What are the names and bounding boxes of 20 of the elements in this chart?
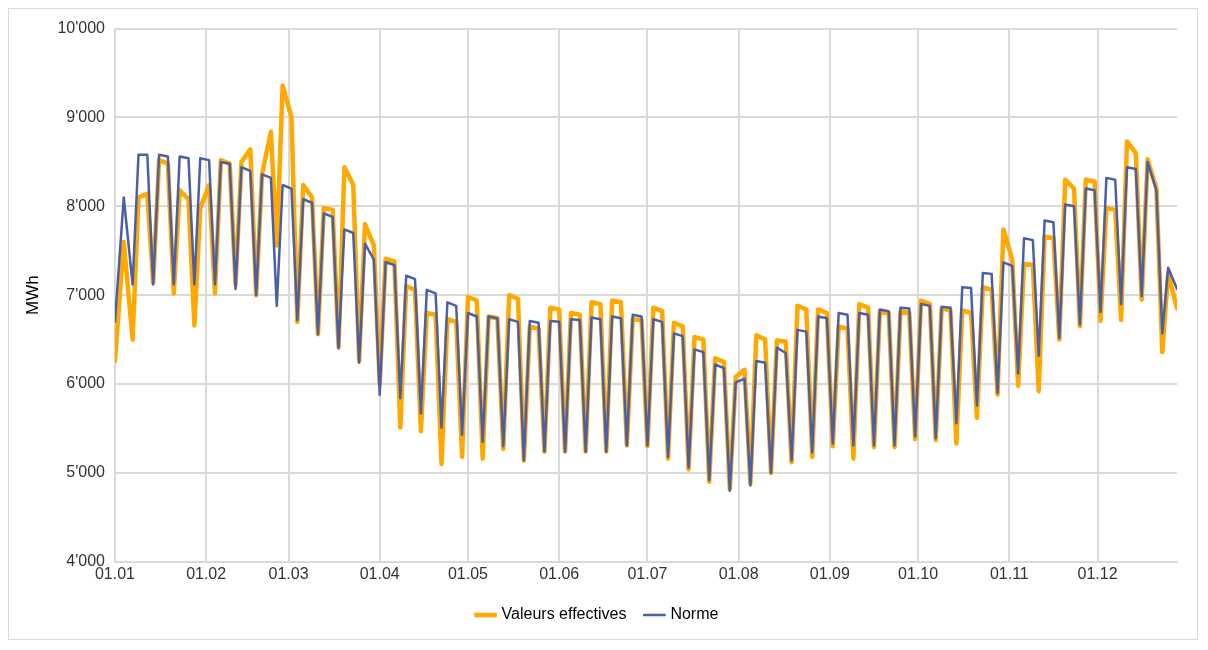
y-axis-title: MWh	[22, 275, 42, 316]
x-tick-label: 01.12	[1077, 564, 1118, 582]
x-tick-label: 01.08	[718, 564, 759, 582]
y-tick-label: 9'000	[66, 107, 106, 125]
x-tick-label: 01.03	[268, 564, 309, 582]
y-tick-label: 7'000	[66, 285, 106, 303]
legend-label: Valeurs effectives	[501, 605, 627, 623]
y-tick-label: 8'000	[66, 196, 106, 214]
x-tick-label: 01.02	[186, 564, 227, 582]
x-tick-label: 01.09	[809, 564, 850, 582]
y-tick-label: 5'000	[66, 463, 106, 481]
x-tick-label: 01.06	[539, 564, 580, 582]
x-tick-label: 01.04	[359, 564, 400, 582]
legend-label: Norme	[670, 605, 719, 623]
y-tick-label: 6'000	[66, 374, 106, 392]
x-tick-label: 01.07	[627, 564, 668, 582]
x-tick-label: 01.05	[447, 564, 489, 582]
x-tick-label: 01.11	[989, 564, 1029, 582]
x-tick-label: 01.10	[898, 564, 939, 582]
y-tick-label: 10'000	[57, 19, 106, 37]
